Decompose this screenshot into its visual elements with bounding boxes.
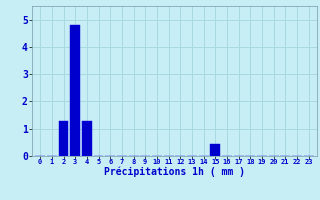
X-axis label: Précipitations 1h ( mm ): Précipitations 1h ( mm ) (104, 167, 245, 177)
Bar (210, 144, 220, 156)
Bar (82, 121, 92, 156)
Bar (59, 121, 68, 156)
Bar (70, 25, 80, 156)
